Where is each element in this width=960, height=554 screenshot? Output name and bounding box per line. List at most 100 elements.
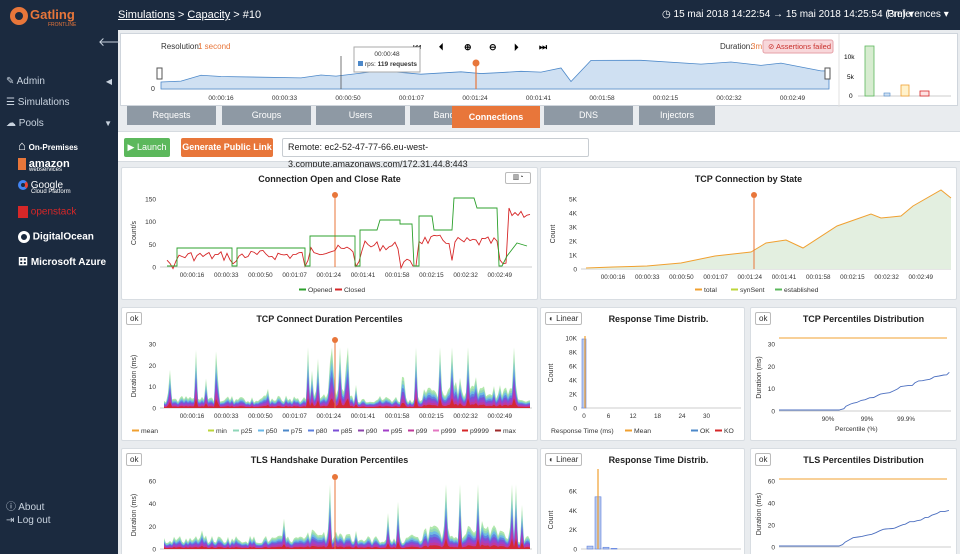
- tab-injectors[interactable]: Injectors: [639, 106, 715, 125]
- breadcrumb-simulations[interactable]: Simulations: [118, 9, 175, 21]
- resolution-value[interactable]: 1 second: [198, 42, 230, 51]
- last-icon[interactable]: ⏭: [539, 42, 548, 52]
- linear-toggle-button[interactable]: ◐ Linear: [545, 453, 583, 466]
- time-marker-pin[interactable]: [332, 337, 338, 343]
- top-bar: Gatling FRONTLINE Simulations > Capacity…: [0, 0, 960, 30]
- sidebar-item-about[interactable]: ⓘ About: [6, 498, 44, 513]
- series-opened-line[interactable]: [167, 197, 528, 267]
- percentile-curve[interactable]: [779, 371, 950, 411]
- prev-icon[interactable]: ⏴: [439, 42, 444, 52]
- ok-toggle-button[interactable]: ok: [126, 312, 143, 325]
- openstack-logo-icon: [18, 206, 28, 218]
- timeline-throughput-area[interactable]: [160, 59, 830, 90]
- zoom-in-icon[interactable]: ⊕: [464, 42, 472, 52]
- tab-users[interactable]: Users: [316, 106, 405, 125]
- percentile-area: [164, 538, 530, 549]
- pool-openstack[interactable]: openstack: [18, 206, 76, 218]
- pool-digitalocean[interactable]: DigitalOcean: [18, 231, 94, 243]
- home-icon: ⌂: [18, 138, 26, 153]
- range-handle-right[interactable]: [824, 67, 831, 80]
- ok-toggle-button[interactable]: ok: [755, 453, 772, 466]
- legend-label[interactable]: p25: [241, 428, 253, 435]
- ok-toggle-button[interactable]: ok: [126, 453, 143, 466]
- percentile-curve[interactable]: [779, 509, 950, 547]
- next-icon[interactable]: ⏵: [514, 42, 519, 52]
- hist-bar[interactable]: [581, 338, 587, 409]
- hist-bar[interactable]: [610, 548, 618, 550]
- series-closed-line[interactable]: [166, 207, 531, 270]
- legend-label[interactable]: p75: [291, 428, 303, 435]
- zoom-out-icon[interactable]: ⊖: [489, 42, 497, 52]
- hist-bar: [864, 45, 875, 97]
- legend-label[interactable]: p999: [441, 428, 456, 435]
- tab-dns[interactable]: DNS: [544, 106, 633, 125]
- legend-label[interactable]: mean: [141, 428, 158, 435]
- legend-label[interactable]: OK: [700, 428, 710, 435]
- timeline-tick: 00:01:41: [526, 95, 552, 102]
- series-total-line[interactable]: [585, 189, 952, 269]
- legend-label[interactable]: KO: [724, 428, 734, 435]
- time-marker-pin[interactable]: [332, 474, 338, 480]
- tab-requests[interactable]: Requests: [127, 106, 216, 125]
- percentile-area: [164, 515, 530, 549]
- time-range-selector[interactable]: ◷ 15 mai 2018 14:22:54 → 15 mai 2018 14:…: [662, 9, 914, 20]
- assertions-badge[interactable]: [762, 39, 834, 54]
- y-axis-label: Count: [550, 225, 557, 244]
- timeline-tooltip: [353, 46, 421, 73]
- legend-label[interactable]: p90: [366, 428, 378, 435]
- sidebar-item-pools[interactable]: ☁ Pools: [6, 118, 44, 129]
- sidebar-item-logout[interactable]: ⇥ Log out: [6, 515, 51, 526]
- pool-google[interactable]: Google Cloud Platform: [18, 180, 71, 195]
- hist-tick: 5k: [847, 74, 855, 81]
- legend-label[interactable]: synSent: [740, 287, 765, 294]
- legend-label[interactable]: p95: [391, 428, 403, 435]
- legend-label[interactable]: max: [503, 428, 516, 435]
- hist-bar[interactable]: [586, 545, 594, 550]
- legend-label[interactable]: Opened: [308, 287, 332, 294]
- chart-type-switch[interactable]: ▥◔: [505, 172, 531, 184]
- y-tick-label: 50: [149, 242, 157, 249]
- timeline-panel: Resolution: 1 second Duration: 3m ⊘ Asse…: [120, 33, 958, 107]
- y-tick-label: 0: [152, 406, 156, 413]
- x-tick-label: 00:01:41: [351, 413, 376, 420]
- y-tick-label: 0: [573, 406, 577, 413]
- ok-toggle-button[interactable]: ok: [755, 312, 772, 325]
- linear-toggle-button[interactable]: ◐ Linear: [545, 312, 583, 325]
- preferences-menu[interactable]: Preferences ▾: [887, 9, 949, 20]
- y-tick-label: 30: [768, 342, 776, 349]
- legend-label[interactable]: established: [784, 287, 819, 294]
- legend-label[interactable]: Closed: [344, 287, 365, 294]
- pool-amazon[interactable]: amazon webservices: [18, 158, 70, 173]
- cloud-icon: ☁: [6, 118, 19, 129]
- legend-label[interactable]: p9999: [470, 428, 489, 435]
- legend-label[interactable]: total: [704, 287, 717, 294]
- tab-connections[interactable]: Connections: [452, 106, 540, 128]
- time-marker-pin[interactable]: [332, 192, 338, 198]
- sidebar-item-simulations[interactable]: ☰ Simulations: [6, 97, 69, 108]
- percentile-area: [164, 523, 530, 549]
- y-tick-label: 100: [145, 219, 156, 226]
- percentile-area: [164, 398, 530, 408]
- legend-label[interactable]: p80: [316, 428, 328, 435]
- legend-label[interactable]: p99: [416, 428, 428, 435]
- time-marker-pin[interactable]: [751, 192, 757, 198]
- gatling-logo[interactable]: Gatling FRONTLINE: [8, 4, 94, 28]
- generate-public-link-button[interactable]: Generate Public Link: [181, 138, 273, 157]
- legend-label[interactable]: p50: [266, 428, 278, 435]
- y-tick-label: 10: [768, 386, 776, 393]
- breadcrumb-capacity[interactable]: Capacity: [187, 9, 231, 21]
- legend-label[interactable]: p85: [341, 428, 353, 435]
- x-tick-label: 24: [678, 413, 686, 420]
- launch-label: Launch: [136, 142, 167, 152]
- legend-label[interactable]: min: [216, 428, 227, 435]
- launch-button[interactable]: ▶ Launch: [124, 138, 170, 157]
- y-tick-label: 20: [149, 524, 157, 531]
- tab-groups[interactable]: Groups: [222, 106, 311, 125]
- sidebar-item-admin[interactable]: ✎ Admin: [6, 76, 45, 87]
- legend-label[interactable]: Mean: [634, 428, 651, 435]
- pool-azure[interactable]: ⊞ Microsoft Azure: [18, 254, 106, 268]
- timeline-marker-pin[interactable]: [472, 59, 480, 67]
- range-handle-left[interactable]: [156, 67, 163, 80]
- hist-bar[interactable]: [602, 546, 610, 550]
- pool-on-premises[interactable]: ⌂ On-Premises: [18, 138, 78, 153]
